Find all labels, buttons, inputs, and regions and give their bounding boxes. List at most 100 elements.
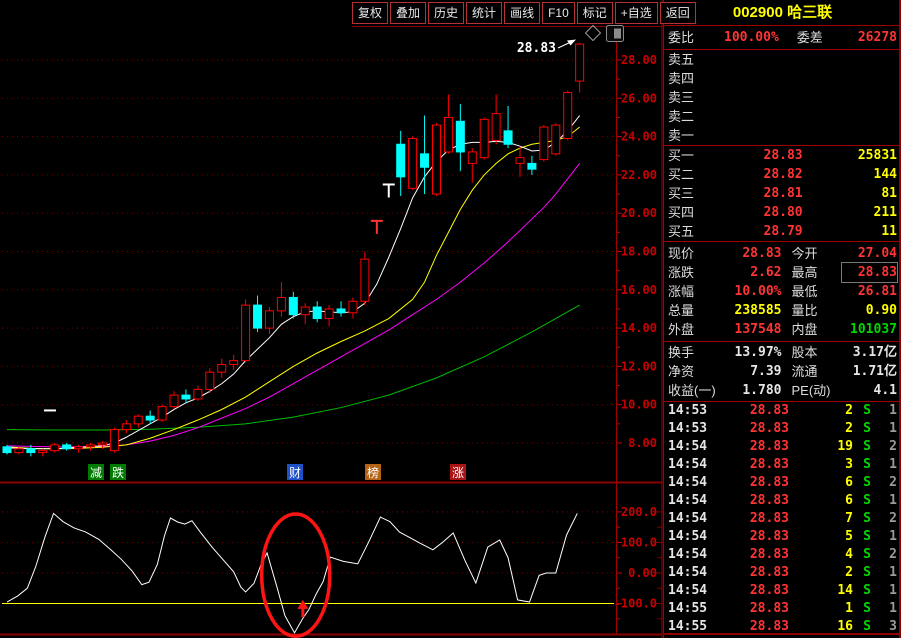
level-volume: 211 <box>873 205 897 220</box>
window-restore-icon[interactable] <box>606 25 624 42</box>
candle <box>563 92 573 140</box>
tick-volume: 3 <box>845 457 853 472</box>
candle <box>97 442 107 446</box>
ma-yellow <box>6 126 580 450</box>
tick-side: S <box>863 511 871 526</box>
info-label: 量比 <box>791 303 818 318</box>
price-axis-label: 12.00 <box>621 359 657 373</box>
price-axis-label: 20.00 <box>621 206 657 220</box>
chart-badge[interactable]: 跌 <box>110 464 126 480</box>
candle <box>539 126 549 161</box>
tick-count: 1 <box>889 583 897 598</box>
level-label: 买三 <box>668 186 695 201</box>
fund-value: 4.1 <box>873 383 897 398</box>
sell-level-row[interactable]: 卖一 <box>664 126 901 145</box>
level-label: 卖四 <box>668 71 695 86</box>
tick-count: 1 <box>889 457 897 472</box>
candle <box>26 448 36 454</box>
candle <box>551 124 561 155</box>
candle <box>408 138 418 189</box>
level-label: 买五 <box>668 224 695 239</box>
info-label: 最低 <box>791 284 818 299</box>
tick-volume: 5 <box>845 529 853 544</box>
tick-volume: 2 <box>845 565 853 580</box>
tick-count: 1 <box>889 565 897 580</box>
buy-level-row[interactable]: 买二 28.82 144 <box>664 165 901 184</box>
panel-bottom-border <box>663 633 901 635</box>
up-arrow-annotation <box>297 599 309 617</box>
candles-layer <box>2 42 585 457</box>
toolbar-button-8[interactable]: +自选 <box>614 2 658 24</box>
price-callout-text: 28.83 <box>517 41 556 56</box>
toolbar-button-5[interactable]: 画线 <box>504 2 541 24</box>
tick-time: 14:55 <box>668 619 708 634</box>
candle <box>348 300 358 314</box>
tick-price: 28.83 <box>749 619 789 634</box>
tick-price: 28.83 <box>749 601 789 616</box>
tick-time: 14:53 <box>668 421 708 436</box>
tick-price: 28.83 <box>749 511 789 526</box>
fund-label: 收益(一) <box>668 383 716 398</box>
badge-label: 榜 <box>367 465 379 480</box>
tick-side: S <box>863 475 871 490</box>
toolbar-button-7[interactable]: 标记 <box>576 2 613 24</box>
level-volume: 25831 <box>857 148 897 163</box>
candle <box>491 113 501 141</box>
candle <box>396 143 406 178</box>
toolbar-button-9[interactable]: 返回 <box>659 2 696 24</box>
chart-badge[interactable]: 榜 <box>365 464 381 480</box>
chart-badge[interactable]: 涨 <box>450 464 466 480</box>
tick-price: 28.83 <box>749 493 789 508</box>
badge-label: 涨 <box>452 465 464 480</box>
toolbar-button-2[interactable]: 叠加 <box>390 2 427 24</box>
candle <box>121 423 131 431</box>
toolbar-button-3[interactable]: 历史 <box>428 2 465 24</box>
chart-badge[interactable]: 财 <box>287 464 303 480</box>
tick-side: S <box>863 403 871 418</box>
price-callout: 28.83 <box>517 39 576 56</box>
sell-level-row[interactable]: 卖二 <box>664 107 901 126</box>
candle <box>300 306 310 316</box>
sell-level-row[interactable]: 卖四 <box>664 69 901 88</box>
info-label: 涨跌 <box>668 265 695 280</box>
tick-row: 14:54 28.83 14 S 1 <box>664 582 901 600</box>
tick-price: 28.83 <box>749 457 789 472</box>
level-price: 28.79 <box>763 224 803 239</box>
tick-time: 14:54 <box>668 439 708 454</box>
info-label: 内盘 <box>791 322 818 337</box>
tick-price: 28.83 <box>749 583 789 598</box>
candle <box>241 304 251 362</box>
level-volume <box>803 69 897 88</box>
buy-level-row[interactable]: 买四 28.80 211 <box>664 203 901 222</box>
toolbar-button-4[interactable]: 统计 <box>466 2 503 24</box>
callout-arrowhead <box>567 39 576 46</box>
sell-level-row[interactable]: 卖三 <box>664 88 901 107</box>
info-value: 26.81 <box>857 284 897 299</box>
indicator-axis-label: 0.00 <box>628 566 657 580</box>
buy-level-row[interactable]: 买五 28.79 11 <box>664 222 901 241</box>
candle <box>62 444 72 450</box>
tick-volume: 2 <box>845 403 853 418</box>
buy-level-row[interactable]: 买三 28.81 81 <box>664 184 901 203</box>
tick-row: 14:54 28.83 4 S 2 <box>664 546 901 564</box>
candlestick-chart: 28.00 26.00 24.00 22.00 20.00 18.00 16.00 14.00… <box>0 0 663 638</box>
chart-badge[interactable]: 减 <box>88 464 104 480</box>
tick-count: 1 <box>889 421 897 436</box>
tick-volume: 2 <box>845 421 853 436</box>
toolbar-button-1[interactable]: 复权 <box>352 2 389 24</box>
tick-trade-list[interactable]: 14:53 28.83 2 S 1 14:53 28.83 2 S 1 14:54 28.83 19 S 2… <box>664 402 901 636</box>
candle <box>229 360 239 365</box>
buy-level-row[interactable]: 买一 28.83 25831 <box>664 146 901 165</box>
ma-lines <box>6 115 581 450</box>
price-axis-label: 28.00 <box>621 53 657 67</box>
tick-row: 14:54 28.83 6 S 2 <box>664 474 901 492</box>
sell-level-row[interactable]: 卖五 <box>664 50 901 69</box>
candle <box>169 394 179 408</box>
tick-time: 14:54 <box>668 529 708 544</box>
tick-volume: 19 <box>837 439 853 454</box>
tick-side: S <box>863 421 871 436</box>
tick-volume: 1 <box>845 601 853 616</box>
tick-price: 28.83 <box>749 475 789 490</box>
toolbar-button-6[interactable]: F10 <box>542 2 575 24</box>
candle <box>479 118 489 159</box>
